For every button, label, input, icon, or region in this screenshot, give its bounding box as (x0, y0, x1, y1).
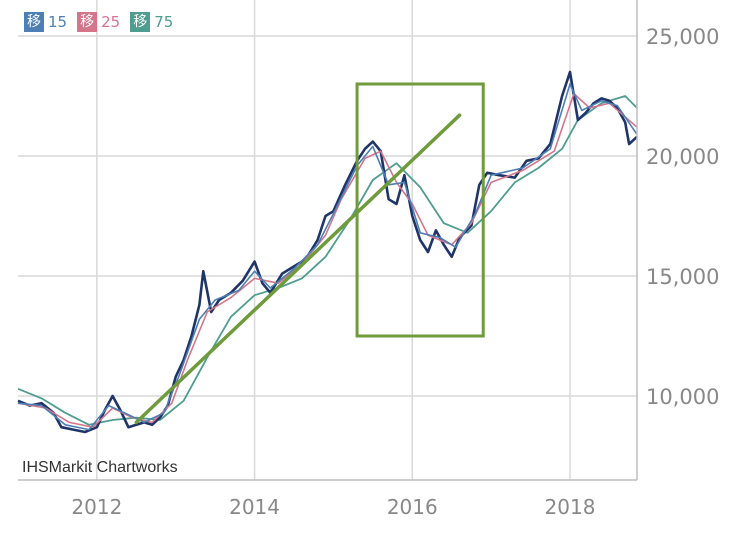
trend-line (134, 113, 462, 425)
y-tick-label: 15,000 (646, 265, 719, 289)
watermark: IHSMarkit Chartworks (22, 459, 178, 476)
x-tick-label: 2014 (229, 495, 280, 519)
grid (18, 0, 637, 480)
series-layer (17, 70, 638, 434)
x-tick-label: 2016 (387, 495, 438, 519)
y-tick-label: 10,000 (646, 385, 719, 409)
ma15-series (17, 83, 638, 431)
axes: 10,000 15,000 20,000 25,000 2012 2014 2016 2018 (18, 0, 719, 519)
x-tick-label: 2018 (545, 495, 596, 519)
price-series (17, 70, 638, 434)
legend-chip: 移 (77, 12, 98, 32)
legend-chip: 移 (24, 12, 44, 32)
highlight-rectangle (355, 82, 485, 338)
legend-item-ma15[interactable]: 移 15 (24, 12, 71, 32)
annotation-layer (134, 82, 485, 425)
y-tick-label: 20,000 (646, 145, 719, 169)
ma25-series (17, 92, 638, 429)
legend-label: 25 (101, 13, 121, 31)
legend-item-ma25[interactable]: 移 25 (77, 12, 124, 32)
x-tick-label: 2012 (71, 495, 122, 519)
legend-label: 15 (48, 13, 68, 31)
legend-chip: 移 (130, 12, 151, 32)
legend-item-ma75[interactable]: 移 75 (130, 12, 177, 32)
legend-label: 75 (154, 13, 174, 31)
y-tick-label: 25,000 (646, 25, 719, 49)
legend: 移 15 移 25 移 75 (24, 12, 177, 32)
ma75-series (17, 95, 638, 426)
